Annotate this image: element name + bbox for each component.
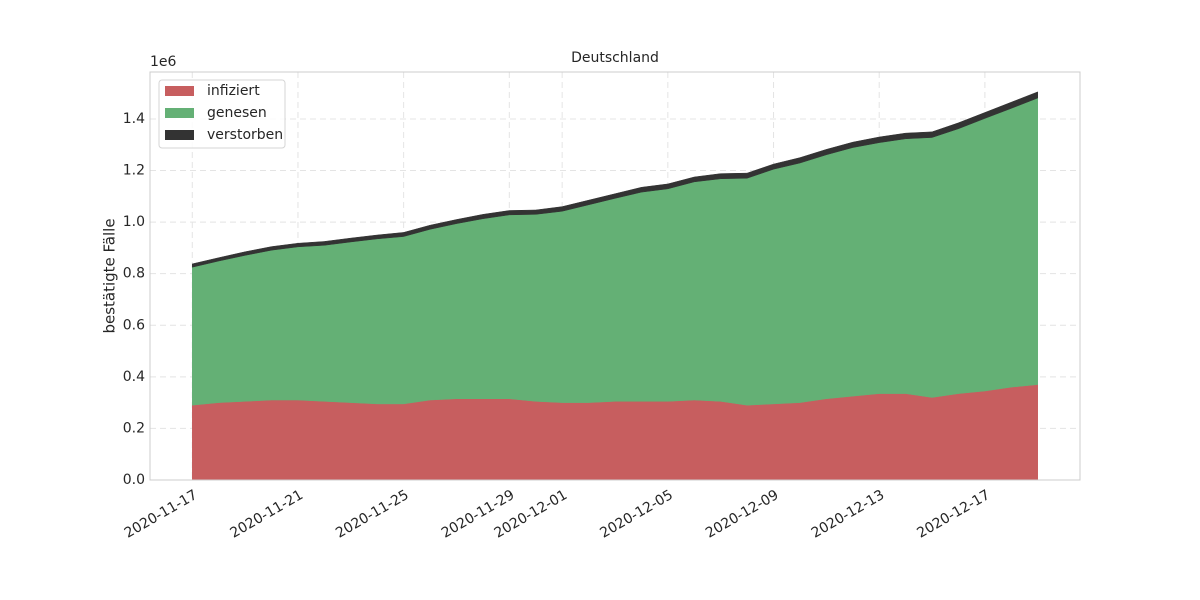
- plot-frame: [149, 71, 1081, 481]
- y-tick-label: 0.6: [123, 317, 145, 333]
- chart-title: Deutschland: [571, 50, 659, 66]
- legend-label: verstorben: [207, 127, 283, 143]
- legend-swatch: [165, 108, 194, 118]
- y-tick-label: 0.2: [123, 420, 145, 436]
- legend-label: genesen: [207, 105, 267, 121]
- y-tick-label: 0.8: [123, 266, 145, 282]
- area: [192, 91, 1038, 268]
- y-tick-label: 1.4: [123, 111, 145, 127]
- y-tick-label: 0.4: [123, 369, 145, 385]
- legend-swatch: [165, 86, 194, 96]
- y-offset-label: 1e6: [150, 54, 177, 70]
- legend: infiziert genesen verstorben: [158, 79, 286, 149]
- y-axis-label: bestätigte Fälle: [101, 218, 119, 333]
- y-tick-label: 0.0: [123, 472, 145, 488]
- y-tick-label: 1.2: [123, 163, 145, 179]
- legend-label: infiziert: [207, 83, 260, 99]
- legend-swatch: [165, 130, 194, 140]
- y-tick-label: 1.0: [123, 214, 145, 230]
